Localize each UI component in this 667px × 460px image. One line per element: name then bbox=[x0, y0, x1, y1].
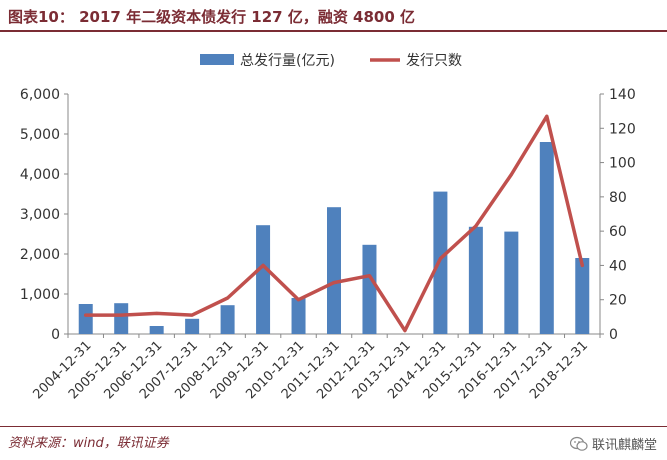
line-series bbox=[83, 114, 585, 333]
source-note: 资料来源：wind，联讯证券 bbox=[8, 436, 169, 451]
line-point bbox=[580, 263, 584, 267]
left-axis-tick-label: 3,000 bbox=[20, 207, 60, 223]
left-axis-tick-label: 0 bbox=[51, 327, 60, 343]
line-point bbox=[438, 257, 442, 261]
line-point bbox=[84, 313, 88, 317]
right-axis-tick-label: 0 bbox=[609, 327, 618, 343]
left-axis-tick-label: 5,000 bbox=[20, 127, 60, 143]
line-point bbox=[403, 329, 407, 333]
right-axis-tick-label: 100 bbox=[609, 156, 636, 172]
line-point bbox=[474, 224, 478, 228]
left-axis-tick-label: 4,000 bbox=[20, 167, 60, 183]
bar bbox=[149, 326, 164, 334]
right-axis-tick-label: 60 bbox=[609, 224, 627, 240]
x-tick-labels: 2004-12-312005-12-312006-12-312007-12-31… bbox=[31, 338, 592, 402]
line-point bbox=[226, 296, 230, 300]
bar bbox=[468, 226, 483, 334]
left-axis-tick-label: 6,000 bbox=[20, 87, 60, 103]
line-point bbox=[190, 313, 194, 317]
wechat-icon bbox=[569, 436, 588, 452]
line-point bbox=[545, 114, 549, 118]
line-point bbox=[261, 263, 265, 267]
line-point bbox=[155, 311, 159, 315]
bar bbox=[433, 191, 448, 334]
footer-divider bbox=[0, 426, 667, 427]
left-axis-tick-label: 1,000 bbox=[20, 287, 60, 303]
bar bbox=[504, 231, 519, 334]
legend-bar-label: 总发行量(亿元) bbox=[240, 53, 335, 69]
right-axis-tick-label: 120 bbox=[609, 121, 636, 137]
legend-bar-swatch bbox=[200, 54, 234, 65]
left-axis-tick-label: 2,000 bbox=[20, 247, 60, 263]
right-axis-tick-label: 20 bbox=[609, 293, 627, 309]
line-point bbox=[509, 173, 513, 177]
chart-title: 图表10： 2017 年二级资本债发行 127 亿，融资 4800 亿 bbox=[8, 8, 416, 26]
line-point bbox=[119, 313, 123, 317]
bar bbox=[78, 304, 93, 334]
watermark-text: 联讯麒麟堂 bbox=[591, 438, 657, 453]
bar bbox=[256, 225, 271, 334]
bar-series bbox=[78, 142, 590, 334]
bar bbox=[539, 142, 554, 334]
bar bbox=[575, 258, 590, 334]
line-point bbox=[367, 274, 371, 278]
legend-line-label: 发行只数 bbox=[406, 53, 462, 69]
legend: 总发行量(亿元) 发行只数 bbox=[200, 53, 462, 69]
right-axis-tick-label: 40 bbox=[609, 258, 627, 274]
line-point bbox=[332, 281, 336, 285]
right-axis-tick-label: 140 bbox=[609, 87, 636, 103]
bar bbox=[114, 303, 129, 334]
bar bbox=[327, 207, 341, 334]
title-divider bbox=[0, 30, 667, 32]
right-axis-tick-label: 80 bbox=[609, 190, 627, 206]
bar bbox=[362, 244, 377, 334]
bar bbox=[220, 305, 235, 334]
watermark: 联讯麒麟堂 bbox=[569, 434, 657, 453]
line-point bbox=[297, 298, 301, 302]
bar bbox=[185, 318, 200, 334]
bar bbox=[291, 298, 306, 334]
